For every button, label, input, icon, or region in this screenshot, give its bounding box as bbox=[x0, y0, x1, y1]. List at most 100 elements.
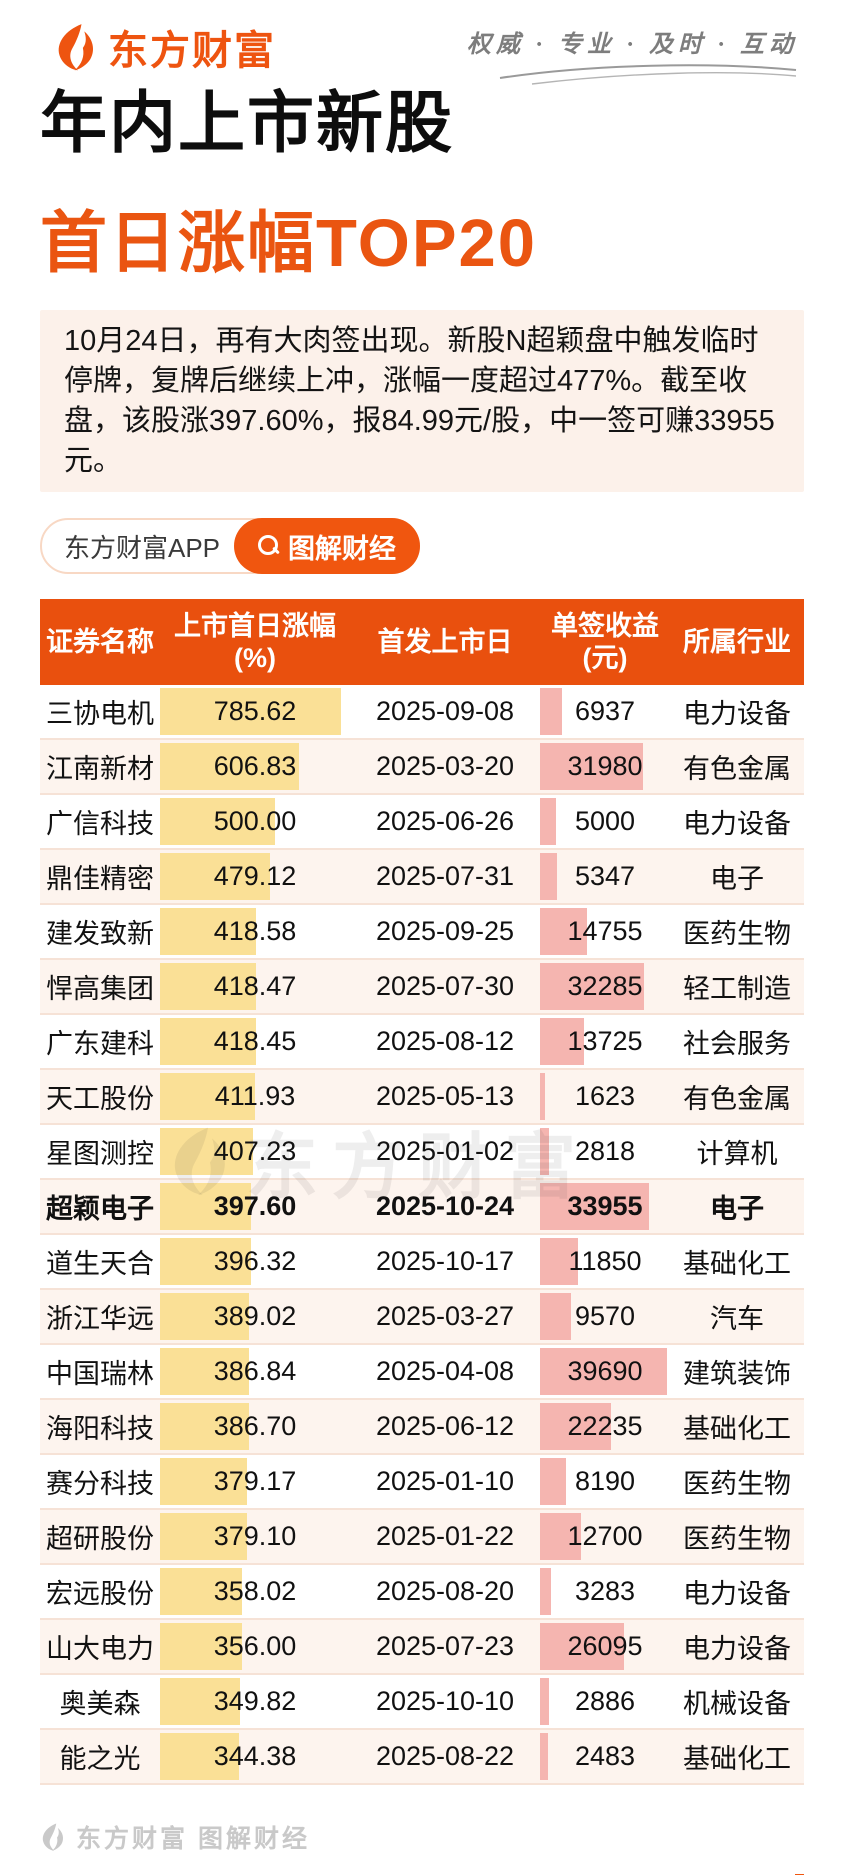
column-header-first-day-gain: 上市首日涨幅 (%) bbox=[174, 611, 336, 673]
income-bar bbox=[540, 1018, 585, 1065]
table-row: 星图测控 407.23 2025-01-02 2818 计算机 bbox=[40, 1123, 804, 1178]
cell-text: 396.32 bbox=[213, 1246, 297, 1276]
gain-bar bbox=[160, 688, 341, 735]
column-header-name: 证券名称 bbox=[46, 627, 154, 657]
cell-text: 2025-03-20 bbox=[375, 751, 515, 781]
cell-text: 宏远股份 bbox=[46, 1579, 154, 1609]
cell-industry: 汽车 bbox=[670, 1290, 804, 1343]
cell-text: 电力设备 bbox=[683, 1579, 791, 1609]
table-row: 三协电机 785.62 2025-09-08 6937 电力设备 bbox=[40, 685, 804, 738]
magnifier-icon bbox=[258, 535, 280, 557]
gain-bar bbox=[160, 1568, 243, 1615]
cell-text: 浙江华远 bbox=[46, 1304, 154, 1334]
cell-industry: 轻工制造 bbox=[670, 960, 804, 1013]
income-bar bbox=[540, 853, 558, 900]
cell-pct: 397.60 bbox=[160, 1180, 350, 1233]
cell-date: 2025-10-24 bbox=[350, 1180, 540, 1233]
cell-pct: 356.00 bbox=[160, 1620, 350, 1673]
cell-date: 2025-01-02 bbox=[350, 1125, 540, 1178]
cell-text: 电子 bbox=[710, 1194, 764, 1224]
cell-pct: 386.84 bbox=[160, 1345, 350, 1398]
cell-text: 411.93 bbox=[214, 1081, 296, 1111]
explain-finance-button-label: 图解财经 bbox=[288, 533, 397, 564]
table-row: 海阳科技 386.70 2025-06-12 22235 基础化工 bbox=[40, 1398, 804, 1453]
cell-industry: 计算机 bbox=[670, 1125, 804, 1178]
cell-industry: 电力设备 bbox=[670, 685, 804, 738]
cell-text: 2025-07-30 bbox=[375, 971, 515, 1001]
cell-text: 有色金属 bbox=[683, 754, 791, 784]
cell-text: 2025-08-22 bbox=[375, 1741, 515, 1771]
cell-text: 418.45 bbox=[213, 1026, 297, 1056]
cell-text: 2025-06-26 bbox=[375, 806, 515, 836]
cell-name: 鼎佳精密 bbox=[40, 850, 160, 903]
gain-bar bbox=[160, 1623, 242, 1670]
cell-text: 11850 bbox=[568, 1246, 642, 1276]
cell-pct: 500.00 bbox=[160, 795, 350, 848]
cell-text: 22235 bbox=[567, 1411, 643, 1441]
cell-text: 社会服务 bbox=[683, 1029, 791, 1059]
cell-text: 418.47 bbox=[213, 971, 297, 1001]
cell-pct: 379.10 bbox=[160, 1510, 350, 1563]
cell-income: 8190 bbox=[540, 1455, 670, 1508]
cell-text: 机械设备 bbox=[683, 1689, 791, 1719]
cell-text: 海阳科技 bbox=[46, 1414, 154, 1444]
cell-income: 5347 bbox=[540, 850, 670, 903]
cell-name: 能之光 bbox=[40, 1730, 160, 1783]
intro-paragraph: 10月24日，再有大肉签出现。新股N超颖盘中触发临时停牌，复牌后继续上冲，涨幅一… bbox=[40, 310, 804, 492]
footer-watermark: 东方财富 图解财经 bbox=[40, 1819, 804, 1855]
cell-pct: 386.70 bbox=[160, 1400, 350, 1453]
cell-text: 386.84 bbox=[213, 1356, 297, 1386]
column-header-lot-income: 单签收益 (元) bbox=[551, 611, 659, 673]
cell-name: 江南新材 bbox=[40, 740, 160, 793]
cell-text: 2025-04-08 bbox=[375, 1356, 515, 1386]
cell-text: 奥美森 bbox=[59, 1689, 141, 1719]
table-body: 三协电机 785.62 2025-09-08 6937 电力设备 江南新材 606.83 20… bbox=[40, 685, 804, 1785]
cell-industry: 基础化工 bbox=[670, 1235, 804, 1288]
table-row: 鼎佳精密 479.12 2025-07-31 5347 电子 bbox=[40, 848, 804, 903]
cell-industry: 基础化工 bbox=[670, 1730, 804, 1783]
table-row: 广东建科 418.45 2025-08-12 13725 社会服务 bbox=[40, 1013, 804, 1068]
income-bar bbox=[540, 1348, 668, 1395]
cell-text: 2025-09-08 bbox=[375, 696, 515, 726]
top-bar: 东方财富 权威 · 专业 · 及时 · 互动 bbox=[0, 0, 844, 85]
cell-pct: 407.23 bbox=[160, 1125, 350, 1178]
gain-bar bbox=[160, 1348, 249, 1395]
cell-date: 2025-01-22 bbox=[350, 1510, 540, 1563]
cell-industry: 医药生物 bbox=[670, 1510, 804, 1563]
brand-logo-text: 东方财富 bbox=[108, 29, 276, 73]
cell-text: 能之光 bbox=[59, 1744, 141, 1774]
gain-bar bbox=[160, 798, 275, 845]
cell-date: 2025-03-20 bbox=[350, 740, 540, 793]
cell-text: 有色金属 bbox=[683, 1084, 791, 1114]
flame-footer-icon bbox=[40, 1823, 66, 1851]
cell-industry: 医药生物 bbox=[670, 1455, 804, 1508]
cell-pct: 785.62 bbox=[160, 685, 350, 738]
cell-name: 中国瑞林 bbox=[40, 1345, 160, 1398]
cell-pct: 389.02 bbox=[160, 1290, 350, 1343]
cell-name: 三协电机 bbox=[40, 685, 160, 738]
cell-text: 悍高集团 bbox=[46, 974, 154, 1004]
explain-finance-button[interactable]: 图解财经 bbox=[234, 518, 421, 574]
cell-text: 397.60 bbox=[213, 1191, 297, 1221]
cell-text: 2025-08-20 bbox=[375, 1576, 515, 1606]
table-row: 中国瑞林 386.84 2025-04-08 39690 建筑装饰 bbox=[40, 1343, 804, 1398]
page-title-line2: 首日涨幅TOP20 bbox=[40, 206, 538, 281]
cell-industry: 电子 bbox=[670, 850, 804, 903]
income-bar bbox=[540, 1128, 550, 1175]
income-bar bbox=[540, 1183, 649, 1230]
cell-date: 2025-04-08 bbox=[350, 1345, 540, 1398]
cell-text: 12700 bbox=[567, 1521, 643, 1551]
cell-industry: 电力设备 bbox=[670, 795, 804, 848]
cell-income: 33955 bbox=[540, 1180, 670, 1233]
gain-bar bbox=[160, 1678, 241, 1725]
cell-income: 14755 bbox=[540, 905, 670, 958]
brand-tagline-block: 权威 · 专业 · 及时 · 互动 bbox=[467, 24, 798, 85]
income-bar bbox=[540, 1568, 551, 1615]
cell-text: 5000 bbox=[574, 806, 636, 836]
cell-name: 山大电力 bbox=[40, 1620, 160, 1673]
cell-text: 344.38 bbox=[213, 1741, 297, 1771]
cell-income: 12700 bbox=[540, 1510, 670, 1563]
gain-bar bbox=[160, 1073, 255, 1120]
cell-text: 电力设备 bbox=[683, 1634, 791, 1664]
